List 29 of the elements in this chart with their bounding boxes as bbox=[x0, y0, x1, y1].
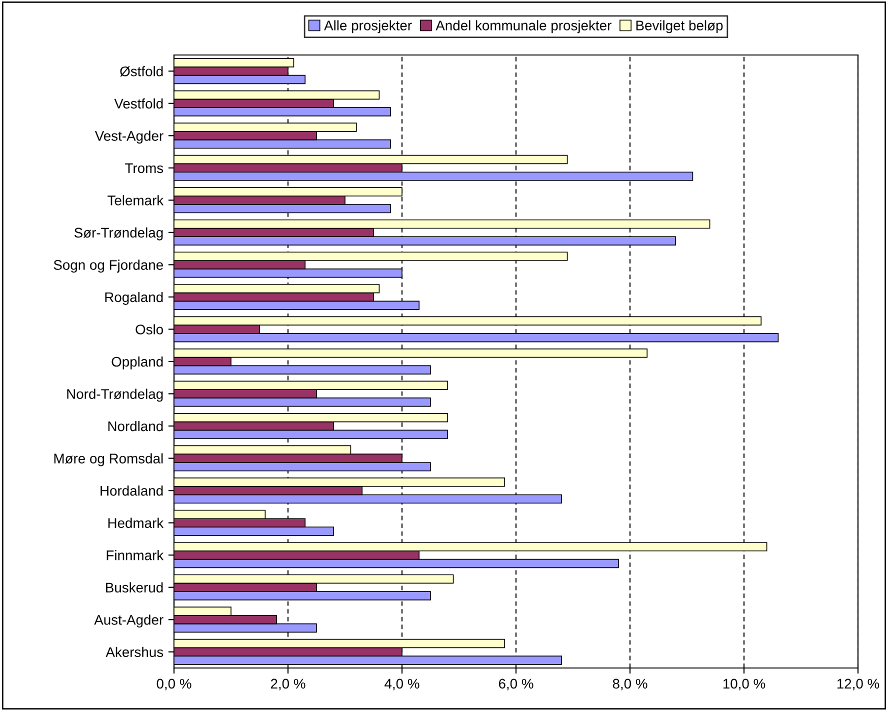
x-tick-label: 8,0 % bbox=[612, 678, 648, 690]
y-tick-label: Nord-Trøndelag bbox=[67, 388, 163, 402]
y-tick-label: Vest-Agder bbox=[94, 130, 164, 144]
x-tick-label: 10,0 % bbox=[723, 678, 766, 690]
y-tick-label: Oppland bbox=[112, 356, 163, 370]
y-tick-label: Rogaland bbox=[105, 292, 163, 305]
y-tick-label: Oslo bbox=[136, 324, 163, 334]
y-tick-label: Nordland bbox=[108, 420, 163, 432]
legend-label: Andel kommunale prosjekter bbox=[436, 20, 612, 34]
y-tick-label: Sør-Trøndelag bbox=[74, 227, 163, 240]
x-tick-label: 4,0 % bbox=[384, 678, 420, 690]
x-tick-label: 12,0 % bbox=[837, 678, 880, 690]
x-tick-label: 2,0 % bbox=[270, 678, 306, 690]
y-tick-label: Hedmark bbox=[108, 518, 164, 528]
y-tick-label: Buskerud bbox=[106, 582, 163, 593]
y-tick-label: Telemark bbox=[108, 195, 164, 206]
x-tick-label: 0,0 % bbox=[156, 678, 192, 690]
y-tick-label: Troms bbox=[125, 163, 164, 174]
y-tick-label: Østfold bbox=[120, 66, 163, 77]
y-tick-label: Akershus bbox=[106, 646, 164, 658]
legend-label: Bevilget beløp bbox=[636, 20, 723, 34]
y-tick-label: Hordaland bbox=[100, 486, 163, 496]
x-tick-label: 6,0 % bbox=[498, 678, 534, 690]
y-tick-label: Sogn og Fjordane bbox=[54, 260, 163, 273]
y-tick-label: Vestfold bbox=[114, 98, 163, 109]
legend-label: Alle prosjekter bbox=[324, 20, 412, 34]
y-tick-label: Aust-Agder bbox=[94, 614, 164, 628]
y-tick-label: Finnmark bbox=[106, 550, 164, 560]
y-tick-label: Møre og Romsdal bbox=[54, 453, 163, 466]
